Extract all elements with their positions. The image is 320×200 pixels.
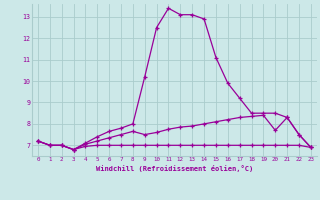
X-axis label: Windchill (Refroidissement éolien,°C): Windchill (Refroidissement éolien,°C) (96, 165, 253, 172)
